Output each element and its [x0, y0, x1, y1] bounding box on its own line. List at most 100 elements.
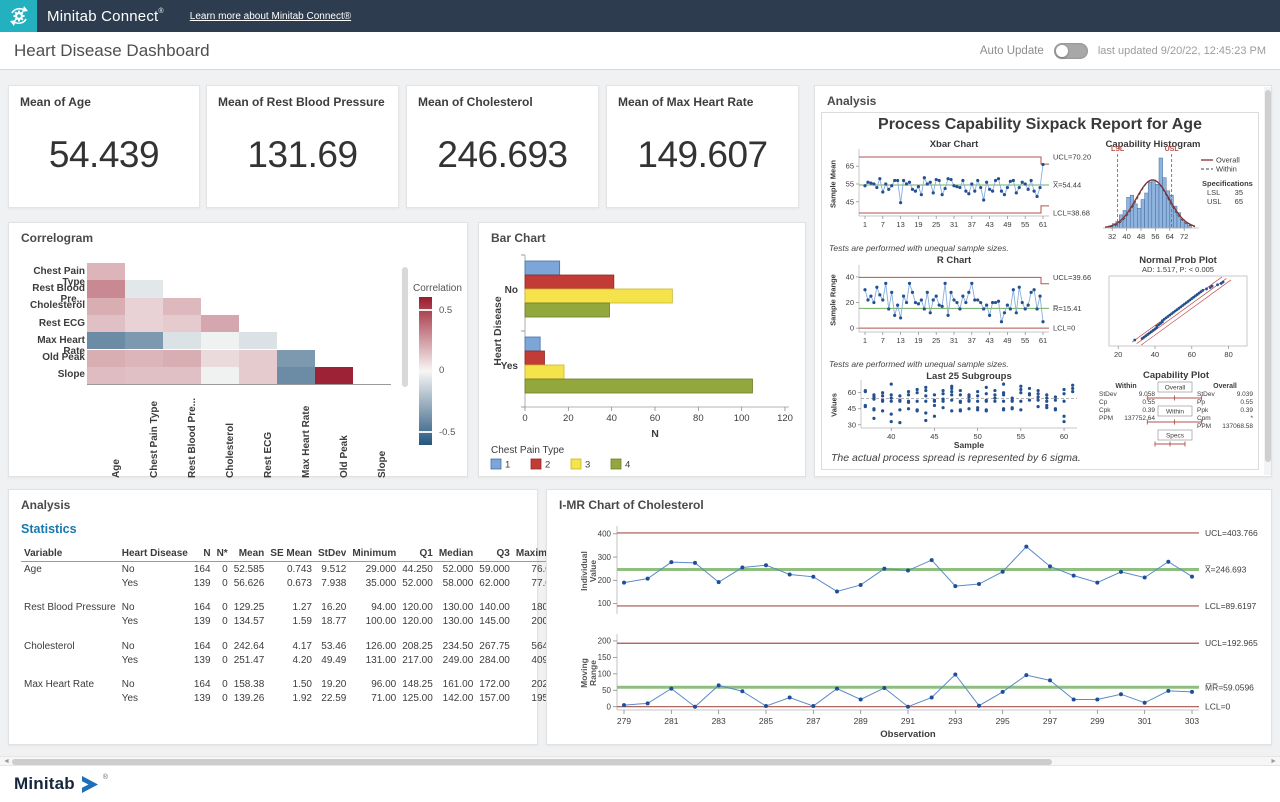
svg-text:60: 60	[1060, 432, 1068, 441]
svg-text:X̅=246.693: X̅=246.693	[1205, 564, 1247, 574]
svg-text:USL: USL	[1207, 197, 1222, 206]
r-chart-note: Tests are performed with unequal sample …	[829, 359, 1009, 369]
corr-col-label: Rest Blood Pre...	[187, 398, 198, 479]
minitab-connect-logo[interactable]	[0, 0, 37, 32]
svg-text:PPM: PPM	[1099, 415, 1113, 422]
svg-text:65: 65	[846, 162, 854, 171]
statistics-panel: Analysis Statistics Variable Heart Diseas…	[8, 489, 565, 745]
svg-text:LCL=38.68: LCL=38.68	[1053, 209, 1090, 218]
legend-tick-label: 0.5	[439, 305, 453, 316]
svg-text:137752.64: 137752.64	[1124, 415, 1155, 422]
svg-text:60: 60	[650, 413, 661, 424]
svg-text:Yes: Yes	[501, 361, 519, 372]
svg-text:0.55: 0.55	[1240, 399, 1253, 406]
svg-text:9.039: 9.039	[1237, 391, 1254, 398]
stats-col-header: Minimum	[349, 546, 400, 562]
panel-title: Correlogram	[21, 231, 94, 245]
correlogram-legend-gradient	[419, 297, 432, 445]
corr-cell	[125, 349, 163, 367]
svg-text:56: 56	[1151, 232, 1159, 241]
svg-text:120: 120	[777, 413, 793, 424]
stats-table-row: Yes 139 0 134.57 1.59 18.77 100.00 120.00 130.00…	[121, 616, 562, 627]
correlogram-legend-title: Correlation	[413, 283, 462, 294]
svg-text:400: 400	[598, 530, 612, 539]
stats-col-header: StDev	[314, 546, 350, 562]
svg-text:Overall: Overall	[1216, 156, 1240, 165]
corr-cell	[125, 366, 163, 385]
statistics-link[interactable]: Statistics	[21, 522, 77, 536]
svg-text:R̅=15.41: R̅=15.41	[1052, 304, 1081, 313]
sixpack-scrollbar	[1264, 87, 1271, 475]
bar-chart-panel: Bar Chart Heart Disease No Yes 0 20 40 60 80 100…	[478, 222, 806, 477]
svg-text:291: 291	[901, 716, 915, 726]
svg-text:LSL: LSL	[1207, 188, 1220, 197]
svg-text:40: 40	[846, 272, 854, 281]
sixpack-footnote: The actual process spread is represented…	[831, 452, 1081, 464]
svg-text:Xbar Chart: Xbar Chart	[930, 139, 979, 150]
stats-col-header: Q3	[476, 546, 513, 562]
svg-text:295: 295	[996, 716, 1010, 726]
svg-text:49: 49	[1003, 336, 1011, 345]
corr-col-label: Old Peak	[339, 435, 350, 479]
svg-text:X̿=54.44: X̿=54.44	[1052, 180, 1081, 189]
corr-cell	[239, 366, 277, 385]
stats-col-header: Variable	[21, 546, 119, 562]
kpi-card-max-hr: Mean of Max Heart Rate 149.607	[606, 85, 799, 208]
svg-text:48: 48	[1137, 232, 1145, 241]
svg-text:LSL: LSL	[1111, 146, 1125, 153]
svg-text:55: 55	[1017, 432, 1025, 441]
stats-table-row: Age No 164 0 52.585 0.743 9.512 29.000 44.250 52.…	[24, 563, 562, 575]
analysis-sixpack-panel: Analysis Process Capability Sixpack Repo…	[814, 85, 1272, 477]
svg-text:Cpk: Cpk	[1099, 407, 1111, 414]
svg-text:137068.58: 137068.58	[1222, 423, 1253, 430]
corr-row-label: Chest Pain Type	[33, 265, 85, 288]
corr-col-label: Chest Pain Type	[149, 401, 160, 479]
correlogram-scrollbar-thumb[interactable]	[402, 267, 408, 387]
svg-text:65: 65	[1235, 197, 1243, 206]
correlogram-heatmap: Chest Pain Type Rest Blood Pre... Choleste…	[9, 223, 469, 478]
svg-text:0.39: 0.39	[1142, 407, 1155, 414]
horizontal-scrollbar-thumb[interactable]	[12, 759, 1052, 765]
corr-cell	[315, 366, 353, 385]
scroll-right-arrow[interactable]: ►	[1270, 758, 1277, 765]
stats-col-header: N*	[213, 546, 231, 562]
svg-text:UCL=39.66: UCL=39.66	[1053, 273, 1091, 282]
scroll-left-arrow[interactable]: ◄	[3, 758, 10, 765]
page-footer: Minitab ®	[0, 766, 1280, 802]
learn-more-link[interactable]: Learn more about Minitab Connect®	[189, 10, 352, 22]
svg-text:283: 283	[712, 716, 726, 726]
svg-text:USL: USL	[1165, 146, 1180, 153]
svg-text:IndividualValue: IndividualValue	[579, 551, 598, 591]
svg-text:Sample: Sample	[954, 440, 985, 450]
corr-row-label: Slope	[57, 369, 85, 381]
stats-table-row: Yes 139 0 139.26 1.92 22.59 71.00 125.00 142.00 1…	[121, 693, 562, 704]
svg-text:200: 200	[598, 637, 612, 646]
svg-text:No: No	[505, 285, 518, 296]
svg-text:7: 7	[881, 336, 885, 345]
sixpack-scrollbar-thumb[interactable]	[1264, 90, 1271, 462]
svg-text:303: 303	[1185, 716, 1199, 726]
svg-text:100: 100	[598, 599, 612, 608]
auto-update-toggle[interactable]	[1053, 42, 1088, 59]
stats-col-header: N	[190, 546, 214, 562]
svg-text:1: 1	[863, 336, 867, 345]
panel-title: I-MR Chart of Cholesterol	[559, 498, 704, 512]
kpi-label: Mean of Cholesterol	[418, 95, 533, 109]
corr-cell	[125, 332, 163, 350]
kpi-card-rest-bp: Mean of Rest Blood Pressure 131.69	[206, 85, 399, 208]
svg-text:Within: Within	[1115, 383, 1136, 390]
svg-text:55: 55	[1021, 336, 1029, 345]
toggle-knob	[1055, 44, 1068, 57]
correlogram-panel: Correlogram Chest Pain Type Rest Blood Pr…	[8, 222, 469, 478]
corr-row-label: Rest ECG	[38, 317, 85, 329]
svg-text:LCL=0: LCL=0	[1205, 702, 1231, 712]
svg-text:281: 281	[664, 716, 678, 726]
sixpack-graph-frame	[821, 112, 1259, 470]
svg-text:40: 40	[1151, 350, 1159, 359]
last-updated-text: last updated 9/20/22, 12:45:23 PM	[1097, 44, 1266, 57]
svg-text:*: *	[1250, 415, 1253, 422]
svg-text:50: 50	[973, 432, 981, 441]
kpi-card-age: Mean of Age 54.439	[8, 85, 200, 208]
corr-cell	[163, 349, 201, 367]
